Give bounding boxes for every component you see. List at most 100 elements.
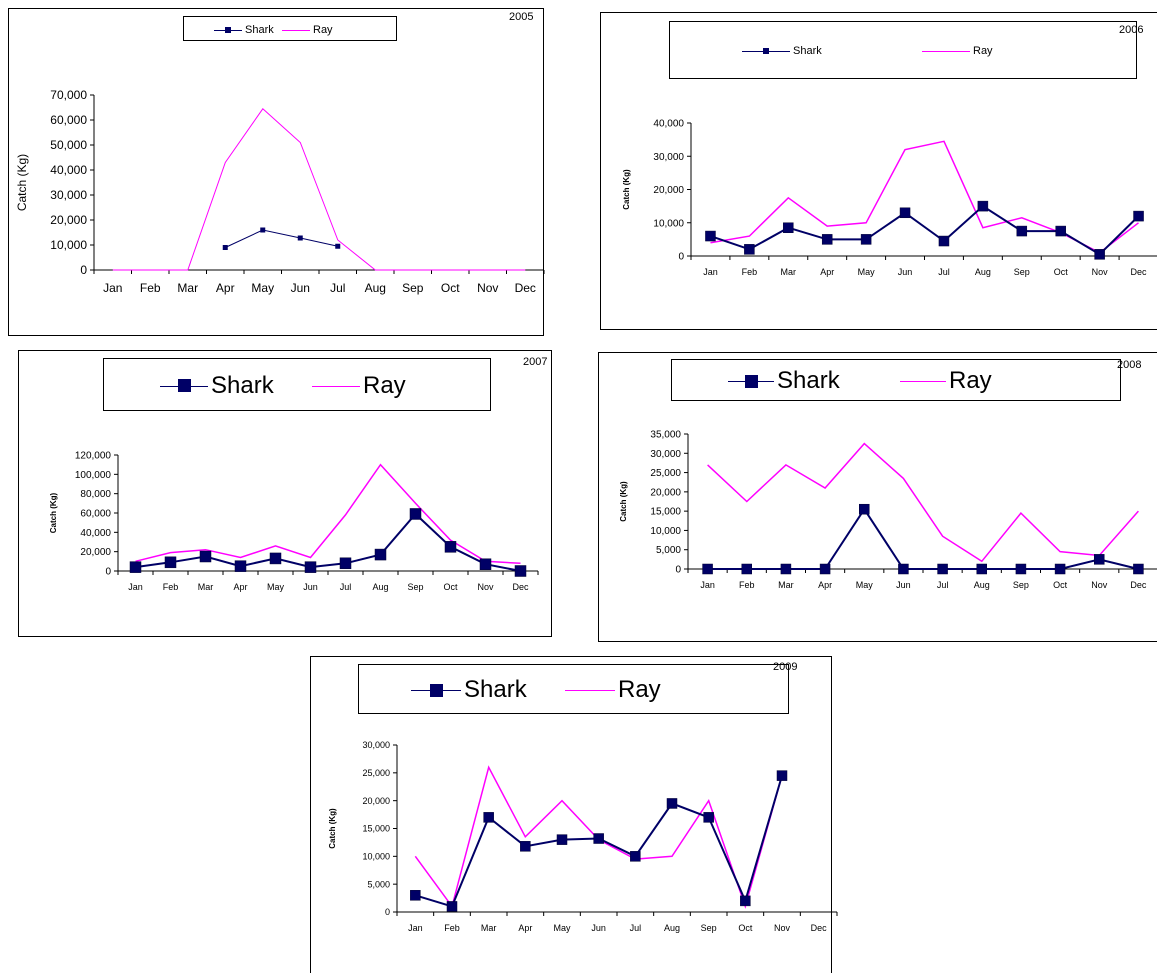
y-tick-label: 50,000: [50, 138, 87, 152]
shark-point: [222, 245, 228, 250]
shark-point: [776, 770, 788, 781]
legend-swatch-ray: [900, 360, 946, 402]
x-tick-label: Feb: [742, 267, 758, 277]
shark-point: [199, 550, 212, 563]
y-axis-label: Catch (Kg): [328, 808, 337, 849]
x-tick-label: Nov: [774, 923, 791, 933]
shark-point: [410, 890, 421, 901]
ray-line: [135, 463, 521, 565]
shark-point: [859, 503, 870, 515]
x-tick-label: May: [856, 580, 874, 590]
x-tick-label: Sep: [1013, 580, 1029, 590]
shark-point: [741, 563, 752, 575]
x-tick-label: Mar: [778, 580, 794, 590]
shark-point: [819, 563, 831, 575]
y-tick-label: 0: [105, 567, 111, 578]
legend-label-ray: Ray: [313, 23, 333, 36]
x-tick-label: Jun: [898, 267, 913, 277]
y-tick-label: 40,000: [50, 163, 87, 177]
y-tick-label: 120,000: [75, 451, 112, 462]
legend-item-ray: Ray: [312, 359, 406, 412]
y-tick-label: 25,000: [650, 468, 681, 479]
chart-plot: 0 10,000 20,000 30,000 40,000 50,000 60,000 70,…: [15, 88, 545, 295]
x-tick-label: May: [251, 281, 274, 295]
y-tick-label: 5,000: [367, 879, 390, 889]
shark-point: [1133, 563, 1144, 575]
x-tick-label: Aug: [975, 267, 991, 277]
legend-swatch-shark: [742, 22, 790, 80]
x-tick-label: Dec: [512, 582, 529, 592]
shark-point: [1094, 249, 1105, 260]
series-ray: [112, 108, 526, 271]
shark-point: [976, 563, 987, 575]
x-tick-label: Dec: [1130, 580, 1147, 590]
series-shark: [702, 503, 1144, 575]
y-tick-label: 20,000: [362, 796, 390, 806]
x-tick-label: Jul: [937, 580, 949, 590]
chart-plot: 0 20,000 40,000 60,000 80,000 100,000 120,000 J…: [49, 451, 539, 592]
shark-point: [1015, 563, 1027, 575]
legend-item-shark: Shark: [742, 22, 822, 80]
x-tick-label: Aug: [664, 923, 680, 933]
chart-panel-2007: Shark Ray 2007 0 20,000 40,000 60,000 80,000…: [18, 350, 552, 637]
shark-point: [520, 841, 531, 852]
y-axis-label: Catch (Kg): [622, 169, 631, 210]
chart-plot: 0 10,000 20,000 30,000 40,000 Jan Feb Mar Apr May…: [622, 119, 1157, 277]
shark-point: [479, 558, 492, 570]
shark-point: [129, 561, 142, 573]
shark-point: [297, 235, 303, 241]
legend-label-shark: Shark: [211, 371, 274, 399]
y-tick-label: 30,000: [650, 449, 681, 460]
legend-label-ray: Ray: [949, 367, 992, 394]
shark-point: [744, 244, 755, 255]
x-tick-label: Sep: [1014, 267, 1030, 277]
legend-label-shark: Shark: [793, 45, 822, 57]
ray-line: [112, 108, 526, 271]
y-tick-label: 0: [678, 252, 684, 263]
chart-legend: Shark Ray: [671, 359, 1121, 401]
y-tick-label: 0: [385, 907, 390, 917]
legend-swatch-ray: [312, 359, 360, 412]
chart-panel-2009: Shark Ray 2009 0 5,000 10,000 15,000 20,000 2…: [310, 656, 838, 973]
shark-point: [374, 548, 387, 561]
legend-swatch-shark: [728, 360, 774, 402]
y-tick-label: 10,000: [50, 238, 87, 252]
y-tick-label: 10,000: [362, 851, 390, 861]
x-tick-label: Nov: [477, 582, 494, 592]
x-tick-label: Jan: [103, 281, 122, 295]
x-tick-label: Feb: [739, 580, 755, 590]
x-tick-label: May: [553, 923, 571, 933]
x-tick-label: Oct: [1054, 267, 1069, 277]
series-shark: [410, 770, 788, 912]
chart-plot: 0 5,000 10,000 15,000 20,000 25,000 30,000 35,0…: [619, 430, 1157, 590]
legend-item-shark: Shark: [411, 665, 527, 715]
legend-item-shark: Shark: [214, 17, 274, 42]
x-tick-label: Oct: [738, 923, 753, 933]
series-shark: [222, 227, 341, 250]
y-tick-label: 40,000: [80, 528, 111, 539]
x-tick-label: Apr: [233, 582, 247, 592]
legend-item-ray: Ray: [922, 22, 993, 80]
ray-line: [707, 442, 1139, 563]
shark-point: [937, 563, 948, 575]
legend-swatch-shark: [160, 359, 208, 412]
x-tick-label: Apr: [518, 923, 532, 933]
x-tick-label: Sep: [701, 923, 717, 933]
x-tick-label: Jul: [330, 281, 345, 295]
x-tick-label: Jun: [896, 580, 911, 590]
x-tick-label: Jun: [303, 582, 318, 592]
shark-point: [1094, 554, 1105, 565]
x-tick-label: Nov: [477, 281, 498, 295]
legend-item-ray: Ray: [565, 665, 661, 715]
legend-swatch-ray: [565, 665, 615, 715]
y-tick-label: 25,000: [362, 768, 390, 778]
shark-line: [225, 229, 338, 248]
shark-point: [703, 812, 714, 823]
x-tick-label: Feb: [140, 281, 161, 295]
x-tick-label: Nov: [1092, 267, 1109, 277]
chart-plot: 0 5,000 10,000 15,000 20,000 25,000 30,000 Jan F…: [328, 740, 838, 933]
shark-point: [666, 798, 678, 809]
legend-swatch-ray: [282, 17, 310, 42]
shark-point: [444, 541, 457, 553]
x-tick-label: Feb: [163, 582, 179, 592]
